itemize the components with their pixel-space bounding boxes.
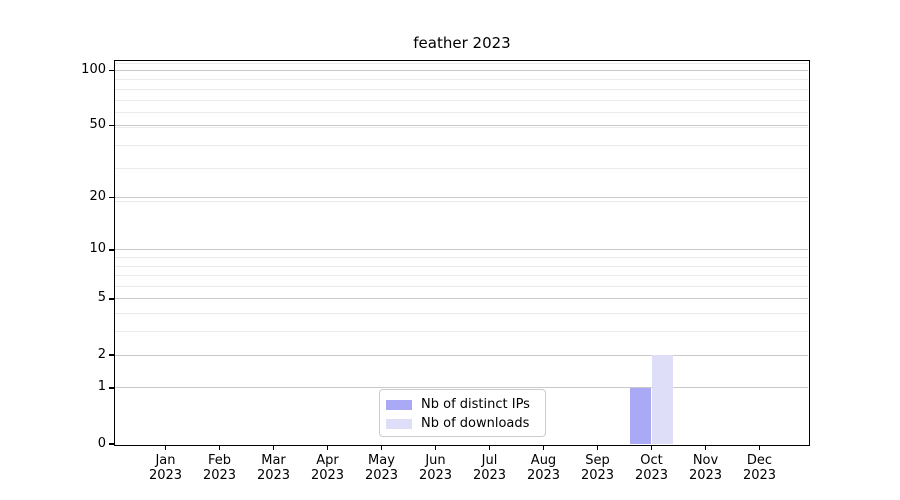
grid-line-minor xyxy=(115,168,808,170)
grid-line-major xyxy=(115,387,808,389)
x-tick-mark xyxy=(596,445,599,450)
y-tick-label: 1 xyxy=(97,379,106,395)
legend: Nb of distinct IPs Nb of downloads xyxy=(379,389,546,437)
y-tick-mark xyxy=(109,196,114,199)
y-tick-label: 50 xyxy=(89,117,106,133)
grid-line-minor xyxy=(115,126,808,128)
grid-line-minor xyxy=(115,313,808,315)
grid-line-minor xyxy=(115,112,808,114)
x-tick-label: Oct 2023 xyxy=(634,452,669,484)
x-tick-mark xyxy=(542,445,545,450)
x-tick-label: May 2023 xyxy=(364,452,399,484)
grid-line-minor xyxy=(115,275,808,277)
legend-label-downloads: Nb of downloads xyxy=(421,416,530,431)
y-tick-label: 20 xyxy=(89,189,106,205)
y-tick-label: 10 xyxy=(89,241,106,257)
y-tick-mark xyxy=(109,69,114,72)
x-tick-label: Mar 2023 xyxy=(256,452,291,484)
x-tick-label: Dec 2023 xyxy=(742,452,777,484)
grid-line-minor xyxy=(115,201,808,203)
grid-line-minor xyxy=(115,257,808,259)
x-tick-mark xyxy=(272,445,275,450)
x-tick-mark xyxy=(164,445,167,450)
grid-line-major xyxy=(115,249,808,251)
y-tick-mark xyxy=(109,298,114,300)
grid-line-minor xyxy=(115,88,808,90)
legend-label-distinct-ips: Nb of distinct IPs xyxy=(421,397,530,412)
grid-line-minor xyxy=(115,286,808,288)
y-tick-label: 100 xyxy=(81,62,106,77)
grid-line-major xyxy=(115,354,808,356)
grid-line-minor xyxy=(115,265,808,267)
x-tick-label: Jan 2023 xyxy=(148,452,183,484)
chart-title: feather 2023 xyxy=(413,34,511,52)
grid-line-minor xyxy=(115,79,808,81)
x-tick-label: Nov 2023 xyxy=(688,452,723,484)
x-tick-label: Feb 2023 xyxy=(202,452,237,484)
x-tick-label: Aug 2023 xyxy=(526,452,561,484)
x-tick-mark xyxy=(650,445,653,450)
x-tick-mark xyxy=(488,445,491,450)
x-tick-label: Jun 2023 xyxy=(418,452,453,484)
bar-downloads xyxy=(651,355,674,444)
x-tick-mark xyxy=(218,445,221,450)
x-tick-label: Apr 2023 xyxy=(310,452,345,484)
y-tick-mark xyxy=(109,443,114,445)
legend-swatch-downloads xyxy=(386,418,412,429)
grid-line-minor xyxy=(115,144,808,146)
grid-line-minor xyxy=(115,331,808,333)
y-tick-mark xyxy=(109,125,114,127)
x-tick-mark xyxy=(758,445,761,450)
y-tick-label: 2 xyxy=(97,346,106,362)
x-tick-label: Sep 2023 xyxy=(580,452,615,484)
x-tick-mark xyxy=(434,445,437,450)
legend-swatch-distinct-ips xyxy=(386,399,412,410)
grid-line-major xyxy=(115,125,808,127)
bar-distinct-ips xyxy=(629,387,652,444)
x-tick-mark xyxy=(326,445,329,450)
x-tick-mark xyxy=(380,445,383,450)
grid-line-major xyxy=(115,70,808,71)
x-tick-label: Jul 2023 xyxy=(472,452,507,484)
grid-line-minor xyxy=(115,63,808,65)
y-tick-mark xyxy=(109,354,114,356)
grid-line-major xyxy=(115,197,808,199)
x-tick-mark xyxy=(704,445,707,450)
y-tick-mark xyxy=(109,249,114,251)
y-tick-mark xyxy=(109,387,114,389)
y-tick-label: 5 xyxy=(97,290,106,306)
y-tick-label: 0 xyxy=(97,435,106,451)
grid-line-major xyxy=(115,298,808,300)
grid-line-minor xyxy=(115,99,808,101)
legend-item-downloads: Nb of downloads xyxy=(380,414,545,433)
legend-item-distinct-ips: Nb of distinct IPs xyxy=(380,395,545,414)
